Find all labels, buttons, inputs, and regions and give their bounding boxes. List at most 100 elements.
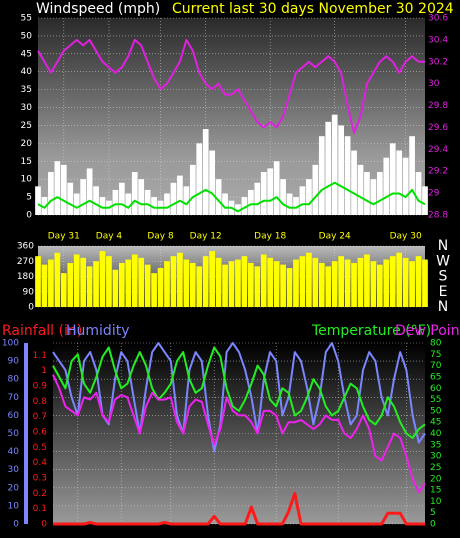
bar: [370, 261, 377, 307]
bar: [351, 150, 357, 215]
y2-tick-label: 60: [430, 384, 442, 394]
bar: [215, 257, 222, 307]
bar: [318, 262, 325, 307]
bar: [209, 251, 216, 307]
y-tick-label: 90: [23, 287, 35, 297]
bar: [273, 161, 280, 215]
bar: [189, 164, 196, 215]
bar: [235, 204, 241, 215]
y3-tick-label: 0.4: [33, 458, 48, 468]
bar: [293, 259, 299, 307]
y2-tick-label: 65: [430, 372, 441, 382]
y-tick-label: 50: [21, 31, 33, 41]
y-tick-label: 360: [17, 242, 34, 252]
y-tick-label: 10: [8, 501, 20, 511]
line: [53, 491, 425, 526]
y2-tick-label: 25: [430, 463, 441, 473]
y-tick-label: 80: [8, 375, 20, 385]
y-tick-label: 40: [21, 67, 33, 77]
bar: [164, 193, 170, 215]
bar: [286, 268, 293, 307]
y3-tick-label: 0: [41, 520, 47, 530]
bar: [422, 259, 428, 307]
y2-tick-label: 29.6: [428, 123, 448, 133]
y2-tick-label: 0: [430, 520, 436, 530]
bar: [93, 186, 99, 215]
y2-tick-label: 30.4: [428, 35, 448, 45]
bar: [338, 125, 345, 215]
bar: [338, 256, 345, 307]
y3-tick-label: 0.6: [33, 427, 48, 437]
bar: [299, 256, 306, 307]
y-tick-label: 45: [21, 49, 32, 59]
y2-tick-label: 55: [430, 395, 441, 405]
bar: [389, 143, 396, 215]
bar: [286, 193, 293, 215]
line: [52, 342, 426, 453]
y2-tick-label: 30.6: [428, 14, 448, 24]
bar: [235, 259, 241, 307]
bar: [67, 262, 74, 307]
bar: [325, 121, 332, 215]
bar: [73, 193, 80, 215]
bar: [415, 256, 422, 307]
y-tick-label: 30: [21, 103, 33, 113]
bar: [35, 186, 41, 215]
line: [37, 181, 426, 213]
bar: [60, 164, 67, 215]
bar: [306, 252, 312, 307]
bar: [157, 268, 164, 307]
bar: [299, 186, 306, 215]
y-tick-label: 20: [8, 483, 20, 493]
bar: [177, 175, 183, 215]
bar: [177, 252, 183, 307]
bar: [331, 114, 338, 215]
x-tick-label: Day 24: [319, 232, 351, 242]
legend-entry: Rainfall (in): [2, 323, 82, 339]
bar: [396, 252, 403, 307]
bar: [164, 261, 170, 307]
legend-entry: Temperature (°F): [311, 323, 431, 339]
legend-entry: Dew Point: [395, 323, 460, 339]
bar: [183, 186, 190, 215]
y2-tick-label: 30: [428, 79, 440, 89]
y3-tick-label: 0.7: [33, 412, 47, 422]
bar: [247, 262, 254, 307]
x-tick-label: Day 18: [254, 232, 286, 242]
y-tick-label: 25: [21, 121, 32, 131]
y-tick-label: 15: [21, 157, 32, 167]
y2-tick-label: 28.8: [428, 211, 448, 221]
bar: [48, 172, 54, 215]
y-tick-label: 50: [8, 429, 20, 439]
bar: [196, 143, 203, 215]
bar: [151, 273, 157, 307]
bar: [409, 136, 415, 215]
y2-tick-label: 10: [430, 497, 442, 507]
y3-tick-label: 0.9: [33, 381, 48, 391]
y3-tick-label: 1.1: [33, 351, 47, 361]
y2-tick-label: 29.2: [428, 167, 448, 177]
bar: [312, 257, 319, 307]
bar: [60, 273, 67, 307]
bar: [54, 161, 61, 215]
bar: [183, 259, 190, 307]
bar: [170, 256, 177, 307]
bar: [99, 197, 106, 215]
y2-tick-label: 50: [430, 406, 442, 416]
bar: [247, 189, 254, 215]
y2-tick-label: 30: [430, 452, 442, 462]
chart-title: Current last 30 days November 30 2024: [172, 1, 454, 17]
y-tick-label: 70: [8, 393, 20, 403]
bar: [80, 179, 87, 215]
line: [52, 346, 426, 439]
x-tick-label: Day 8: [147, 232, 174, 242]
bar: [144, 189, 151, 215]
y-tick-label: 0: [13, 520, 19, 530]
y-tick-label: 5: [26, 193, 32, 203]
bar: [383, 157, 390, 215]
bar: [118, 262, 125, 307]
bar: [422, 186, 428, 215]
y2-tick-label: 29.4: [428, 145, 448, 155]
y-tick-label: 20: [21, 139, 33, 149]
bar: [125, 193, 132, 215]
